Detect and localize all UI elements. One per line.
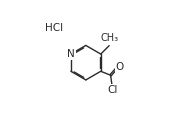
Text: HCl: HCl xyxy=(45,23,63,33)
Text: Cl: Cl xyxy=(107,85,117,95)
Text: CH₃: CH₃ xyxy=(101,33,119,43)
Text: N: N xyxy=(67,49,75,59)
Text: O: O xyxy=(116,62,124,72)
